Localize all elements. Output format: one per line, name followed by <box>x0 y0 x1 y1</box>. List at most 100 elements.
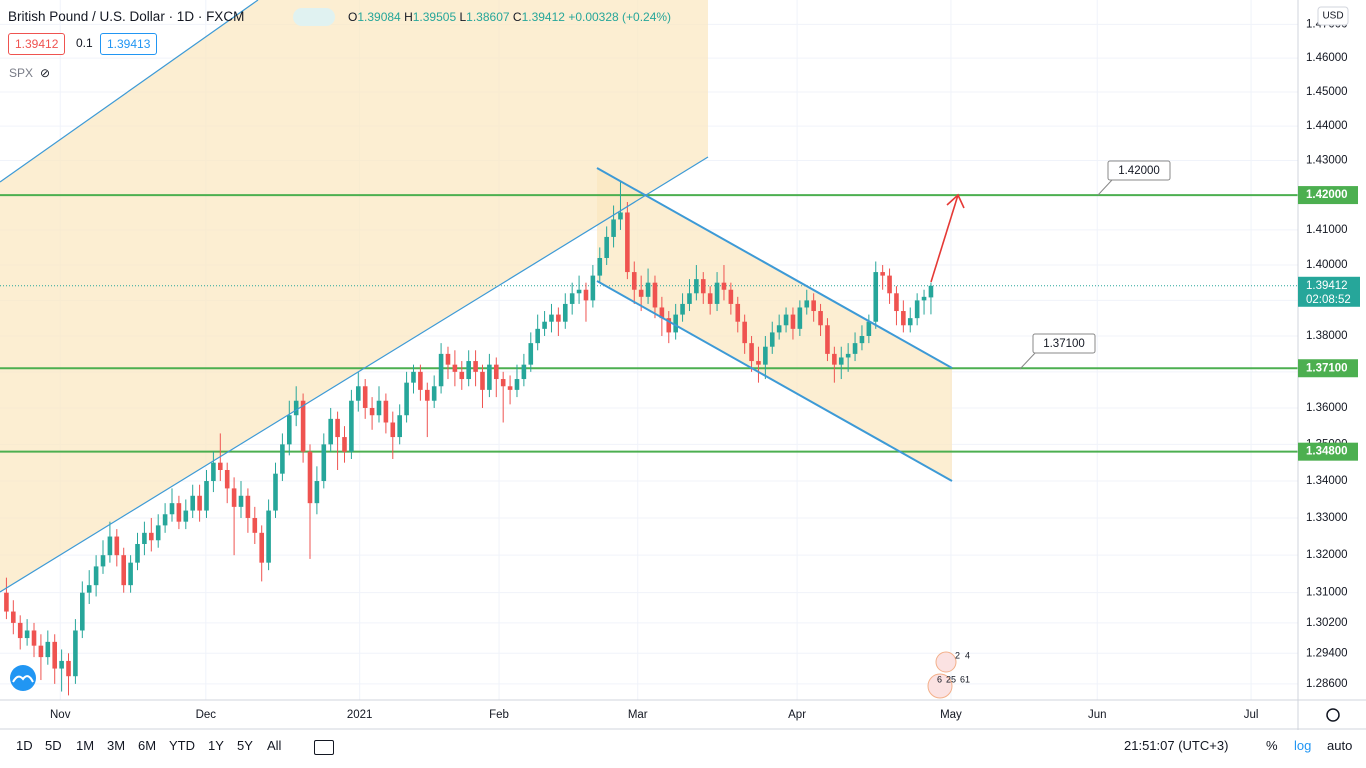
candle-body <box>901 311 906 326</box>
candle-body <box>211 462 216 482</box>
candle-body <box>907 318 913 326</box>
candle-body <box>390 422 396 438</box>
candle-body <box>914 300 920 319</box>
candle-body <box>673 314 678 333</box>
symbol-title[interactable]: British Pound / U.S. Dollar · 1D · FXCM <box>8 9 245 24</box>
level-price-box <box>1298 359 1358 378</box>
candle-body <box>204 481 209 511</box>
x-tick-label: May <box>940 709 962 721</box>
range-button[interactable]: 5D <box>45 738 62 753</box>
candle-body <box>638 289 644 297</box>
candle-body <box>928 285 934 298</box>
x-tick-label: Jun <box>1088 709 1107 721</box>
percent-toggle[interactable]: % <box>1266 738 1278 753</box>
candle-body <box>728 289 734 304</box>
trend-line <box>596 167 953 369</box>
candle-body <box>521 364 527 380</box>
candle-body <box>328 418 333 445</box>
x-tick-label: Feb <box>489 709 509 721</box>
currency-box[interactable] <box>1317 6 1349 26</box>
spread: 0.1 <box>70 33 99 53</box>
y-tick-label: 1.33000 <box>1306 512 1348 524</box>
candle-body <box>832 353 837 365</box>
ohlc: O1.39084 H1.39505 L1.38607 C1.39412 +0.0… <box>348 10 671 24</box>
status-icons[interactable] <box>293 8 335 26</box>
candle-body <box>694 279 699 294</box>
candle-body <box>445 353 451 365</box>
candle-body <box>300 400 306 452</box>
candle-body <box>438 353 444 387</box>
range-button[interactable]: 3M <box>107 738 126 753</box>
ohlc-letter: O <box>348 10 358 24</box>
candle-body <box>149 532 154 541</box>
candle-body <box>349 400 354 452</box>
candle-body <box>342 437 347 452</box>
candle-body <box>259 532 264 563</box>
candle-body <box>576 289 582 294</box>
candle-body <box>411 371 416 383</box>
candle-body <box>500 379 506 387</box>
buy-button[interactable]: 1.39413 <box>100 33 158 55</box>
candle-body <box>666 318 672 333</box>
candle-body <box>100 555 106 567</box>
candle-body <box>721 282 727 290</box>
candle-body <box>218 462 223 471</box>
candle-body <box>597 257 603 276</box>
candle-body <box>114 536 120 556</box>
candle-body <box>418 371 423 390</box>
candle-body <box>45 641 51 658</box>
candle-body <box>804 300 810 308</box>
candle-body <box>645 282 651 297</box>
candle-body <box>307 451 313 504</box>
range-button[interactable]: 1Y <box>208 738 224 753</box>
callout-label: 1.42000 <box>1118 165 1160 177</box>
candle-body <box>280 444 285 474</box>
y-tick-label: 1.29400 <box>1306 647 1348 659</box>
level-price-label: 1.42000 <box>1306 189 1348 201</box>
ohlc-value: 1.39412 <box>521 10 565 24</box>
candle-body <box>24 630 30 639</box>
candle-body <box>707 293 713 304</box>
candle-body <box>107 536 113 556</box>
candle-body <box>700 279 706 294</box>
range-button[interactable]: 1D <box>16 738 33 753</box>
candle-body <box>252 517 258 533</box>
candle-body <box>314 481 320 504</box>
x-tick-label: Dec <box>196 709 217 721</box>
sell-button[interactable]: 1.39412 <box>8 33 66 55</box>
y-tick-label: 1.46000 <box>1306 52 1348 64</box>
candle-body <box>604 236 609 258</box>
candle-body <box>921 296 927 301</box>
candle-body <box>742 321 747 344</box>
ohlc-letter: H <box>404 10 413 24</box>
hide-icon[interactable]: ⊘ <box>40 66 51 80</box>
date-range-icon[interactable] <box>314 740 334 755</box>
range-button[interactable]: 6M <box>138 738 157 753</box>
candle-body <box>362 386 368 408</box>
indicator[interactable]: SPX <box>9 66 34 80</box>
candle-body <box>473 361 478 372</box>
last-price-label: 1.39412 <box>1306 280 1348 292</box>
y-tick-label: 1.28600 <box>1306 678 1348 690</box>
log-toggle[interactable]: log <box>1294 738 1312 753</box>
y-tick-label: 1.31000 <box>1306 587 1348 599</box>
down-channel-fill <box>597 168 952 481</box>
candle-body <box>480 371 485 390</box>
change: +0.00328 (+0.24%) <box>568 10 672 24</box>
candle-body <box>556 314 561 322</box>
candle-body <box>190 495 196 511</box>
range-button[interactable]: 5Y <box>237 738 253 753</box>
auto-toggle[interactable]: auto <box>1327 738 1353 753</box>
range-button[interactable]: All <box>267 738 282 753</box>
candle-body <box>825 325 830 354</box>
x-tick-label: Mar <box>628 709 648 721</box>
callout-pointer <box>1019 351 1037 370</box>
range-button[interactable]: YTD <box>169 738 195 753</box>
candle-body <box>811 300 816 312</box>
events: 2 4 6 25 61 <box>927 650 970 699</box>
range-button[interactable]: 1M <box>76 738 95 753</box>
candle-body <box>155 525 161 541</box>
candle-body <box>431 386 437 401</box>
candle-body <box>135 543 140 563</box>
settings-icon[interactable] <box>1326 708 1340 722</box>
